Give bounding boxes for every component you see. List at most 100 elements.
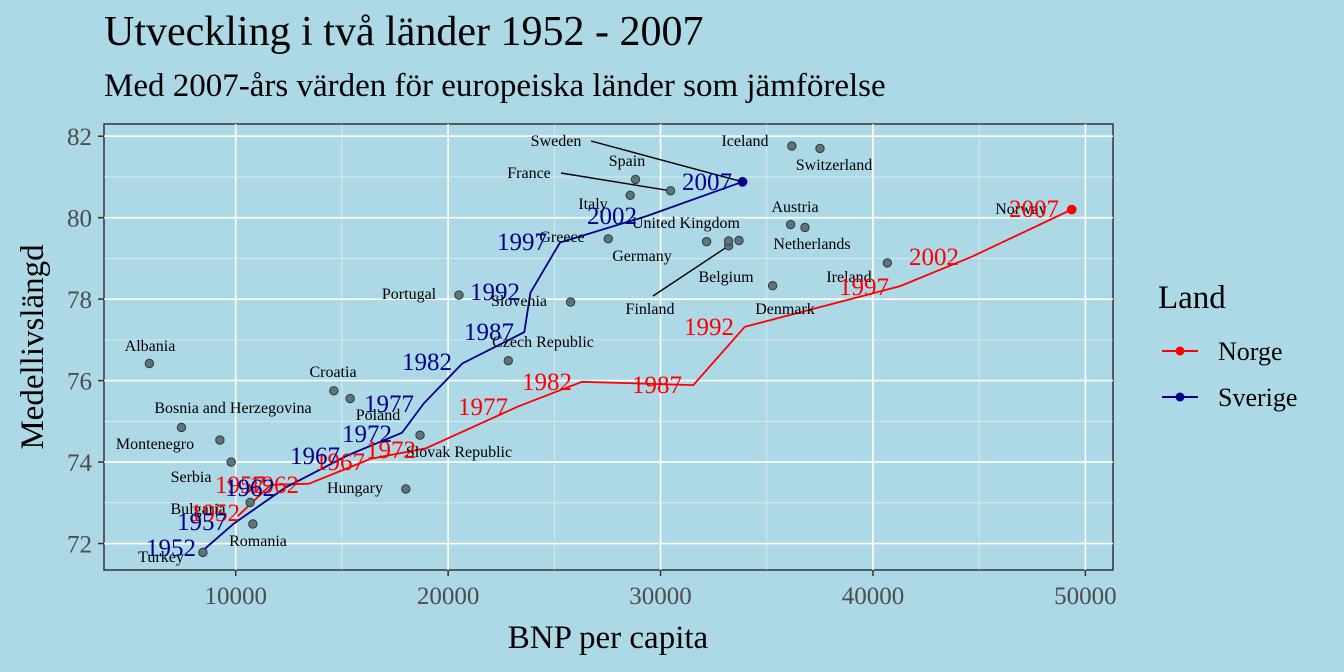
country-point xyxy=(734,235,744,246)
year-label: 1997 xyxy=(497,229,547,256)
country-label: Finland xyxy=(626,301,675,318)
country-point xyxy=(815,143,825,154)
country-label: Serbia xyxy=(171,469,212,486)
year-label: 1977 xyxy=(458,394,508,421)
x-axis-title: BNP per capita xyxy=(508,620,709,656)
country-point xyxy=(503,355,514,366)
legend-marker xyxy=(1175,346,1185,356)
year-label: 1992 xyxy=(684,314,734,341)
country-label-segments xyxy=(560,140,743,297)
country-label: Germany xyxy=(612,248,672,265)
country-point xyxy=(800,222,810,233)
year-label: 1967 xyxy=(315,449,365,476)
series-line xyxy=(237,208,1073,517)
country-label: Belgium xyxy=(698,269,754,286)
country-point xyxy=(226,457,236,467)
country-point xyxy=(454,290,464,300)
country-label: Albania xyxy=(125,338,176,355)
country-point xyxy=(630,174,641,185)
legend-title: Land xyxy=(1158,280,1226,316)
plot-panel xyxy=(103,123,1114,571)
country-label: United Kingdom xyxy=(632,215,741,232)
series-line xyxy=(203,180,743,550)
country-point xyxy=(415,430,425,440)
country-point xyxy=(176,422,187,433)
country-label: Slovenia xyxy=(491,293,547,310)
series-endpoint xyxy=(737,177,748,187)
x-tick-label: 30000 xyxy=(629,583,692,610)
year-label: 1952 xyxy=(190,500,240,527)
year-label: 1962 xyxy=(225,475,275,502)
label-segment xyxy=(652,245,730,297)
series-endpoints xyxy=(737,177,1077,215)
x-tick-label: 20000 xyxy=(417,583,480,610)
country-point xyxy=(144,358,155,369)
year-label: 1987 xyxy=(632,372,682,399)
label-segment xyxy=(590,140,743,183)
country-point xyxy=(401,484,411,494)
country-point xyxy=(701,237,712,247)
grid-minor xyxy=(104,124,1113,570)
country-label: Switzerland xyxy=(796,157,872,174)
country-point xyxy=(785,219,796,230)
country-label: Bulgaria xyxy=(170,501,225,518)
country-label: Portugal xyxy=(382,286,437,303)
country-point xyxy=(198,547,208,558)
country-label: Turkey xyxy=(138,549,184,566)
country-point xyxy=(603,234,613,244)
country-point xyxy=(767,281,778,291)
country-point xyxy=(248,519,258,529)
country-label: Ireland xyxy=(826,269,871,286)
country-label: Hungary xyxy=(327,480,383,497)
year-label: 1952 xyxy=(146,535,196,562)
series-endpoint xyxy=(1066,204,1077,215)
x-axis-ticks: 10000 20000 30000 40000 50000 xyxy=(204,570,1117,610)
year-label: 1982 xyxy=(402,349,452,376)
year-label: 1972 xyxy=(342,421,392,448)
year-label: 1997 xyxy=(839,274,889,301)
year-label: 1957 xyxy=(215,472,265,499)
year-label: 2002 xyxy=(587,203,637,230)
country-label: Sweden xyxy=(531,133,582,150)
country-label: Greece xyxy=(539,229,584,246)
y-tick-label: 72 xyxy=(67,532,92,559)
legend-label: Norge xyxy=(1218,337,1283,366)
year-label: 1957 xyxy=(177,509,227,536)
country-point xyxy=(882,258,893,268)
country-label: Croatia xyxy=(309,364,356,381)
year-label: 1967 xyxy=(290,443,340,470)
country-label: Denmark xyxy=(755,301,815,318)
country-point xyxy=(787,141,797,151)
country-label: Romania xyxy=(229,533,287,550)
country-label: Italy xyxy=(578,196,607,213)
y-axis-title: Medellivslängd xyxy=(15,244,51,450)
y-tick-label: 82 xyxy=(67,124,92,151)
country-point xyxy=(245,497,255,508)
country-label: Czech Republic xyxy=(492,334,594,351)
country-point xyxy=(215,435,225,445)
x-tick-label: 50000 xyxy=(1054,583,1117,610)
x-tick-label: 10000 xyxy=(204,583,267,610)
year-label: 1977 xyxy=(364,391,414,418)
country-point xyxy=(329,386,339,396)
grid-major xyxy=(104,124,1113,570)
country-label: Iceland xyxy=(721,133,768,150)
country-label: Spain xyxy=(609,153,645,170)
country-labels: Albania Austria Belgium Bosnia and Herzegov… xyxy=(116,133,1047,566)
year-label: 2002 xyxy=(909,244,959,271)
chart-subtitle: Med 2007-års värden för europeiska lände… xyxy=(104,68,886,104)
year-label: 1992 xyxy=(470,279,520,306)
country-label: Norway xyxy=(995,201,1047,218)
country-label: Poland xyxy=(356,407,400,424)
country-point xyxy=(345,393,355,404)
year-label: 1972 xyxy=(366,437,416,464)
year-label: 2007 xyxy=(682,169,732,196)
legend-label: Sverige xyxy=(1218,383,1297,412)
y-axis-ticks: 72 74 76 78 80 82 xyxy=(67,124,104,559)
year-label: 1982 xyxy=(522,369,572,396)
country-point xyxy=(665,186,676,196)
country-label: Bosnia and Herzegovina xyxy=(154,400,311,417)
y-tick-label: 74 xyxy=(67,450,93,477)
country-label: Netherlands xyxy=(773,236,850,253)
